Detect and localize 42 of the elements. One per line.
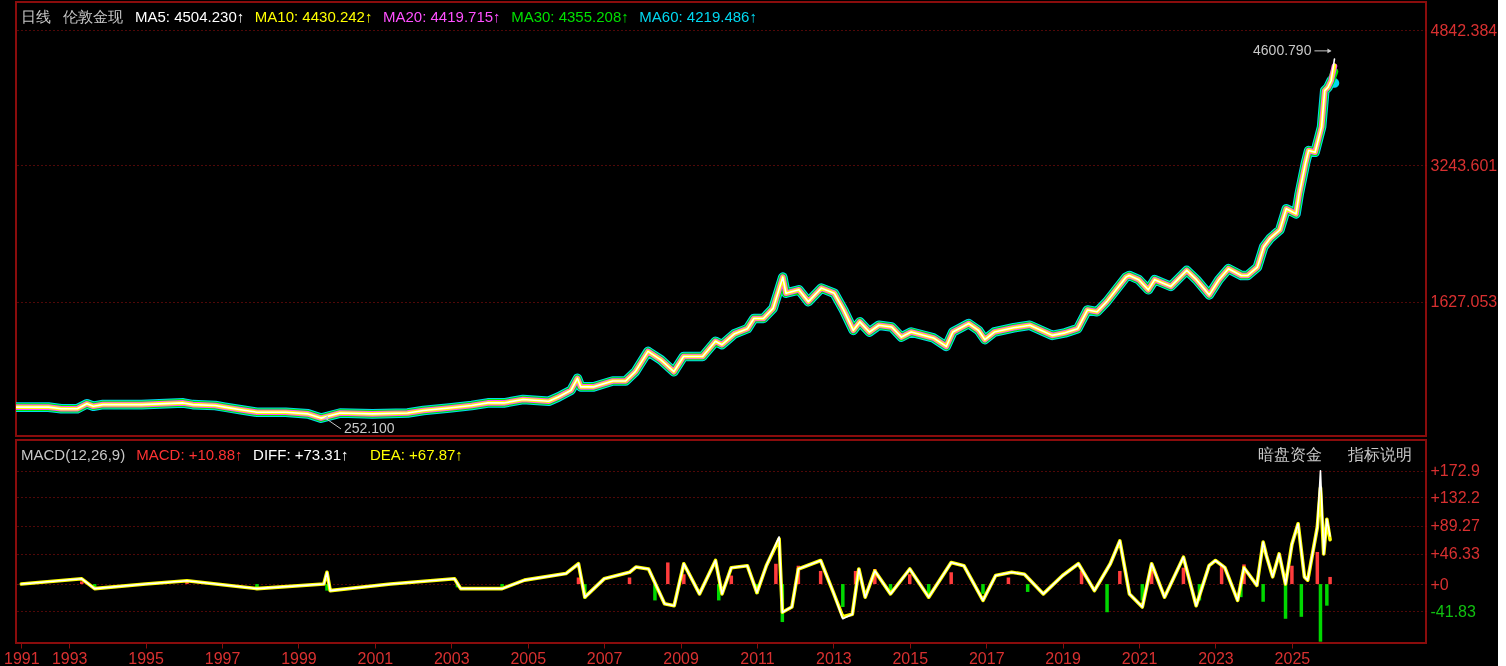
x-tick-label: 2005 (510, 649, 547, 666)
x-tick-label: 1999 (281, 649, 317, 666)
text: MA5: 4504.230↑ (135, 8, 245, 25)
x-tick-label: 1991 (4, 649, 40, 666)
text: MA20: 4419.715↑ (383, 8, 501, 25)
x-tick-label: 1993 (51, 649, 88, 666)
x-tick-label: 2011 (740, 649, 775, 666)
annotation: 252.100 (344, 419, 395, 436)
x-tick-label: 1997 (204, 649, 241, 666)
x-tick-label: 2013 (816, 649, 852, 666)
x-tick-label: 2019 (1045, 649, 1081, 666)
chart-subtitle: 伦敦金现 (63, 8, 123, 25)
text: DIFF: +73.31↑ (253, 446, 349, 463)
x-tick-label: 2023 (1198, 649, 1234, 666)
y-tick-label: +172.9 (1430, 462, 1480, 480)
y-tick-label: +46.33 (1430, 545, 1480, 563)
y-tick-label: 4842.384 (1430, 22, 1498, 39)
text: MA60: 4219.486↑ (639, 8, 757, 25)
annotation: 4600.790 (1253, 41, 1312, 58)
annotation: 暗盘资金 (1258, 446, 1322, 463)
y-tick-label: +0 (1430, 575, 1449, 593)
y-tick-label: +132.2 (1430, 488, 1480, 506)
x-tick-label: 2021 (1121, 649, 1158, 666)
text: MA30: 4355.208↑ (511, 8, 629, 25)
text: MACD: +10.88↑ (136, 446, 243, 463)
x-tick-label: 2015 (892, 649, 929, 666)
x-tick-label: 2025 (1274, 649, 1311, 666)
annotation: 指标说明 (1347, 446, 1412, 463)
x-tick-label: 1995 (128, 649, 164, 666)
y-tick-label: +89.27 (1430, 517, 1480, 535)
x-tick-label: 2003 (433, 649, 470, 666)
y-tick-label: 3243.601 (1430, 156, 1498, 174)
chart-title: 日线 (21, 8, 51, 25)
x-tick-label: 2007 (586, 649, 623, 666)
x-tick-label: 2001 (357, 649, 394, 666)
x-tick-label: 2017 (968, 649, 1005, 666)
x-tick-label: 2009 (663, 649, 699, 666)
y-tick-label: -41.83 (1430, 602, 1476, 620)
text: DEA: +67.87↑ (369, 446, 463, 463)
y-tick-label: 1627.053 (1430, 293, 1498, 311)
text: MA10: 4430.242↑ (254, 8, 373, 25)
chart-title: MACD(12,26,9) (21, 446, 126, 463)
